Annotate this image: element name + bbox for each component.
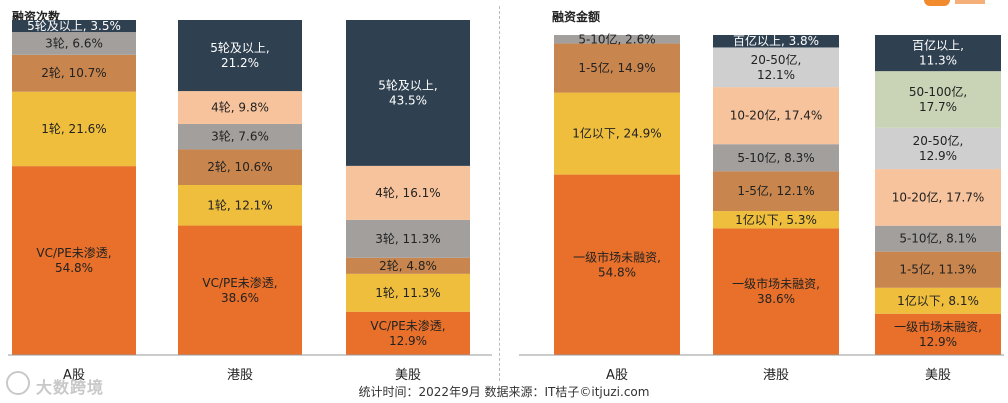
- chart-title-right: 融资金额: [552, 10, 601, 24]
- data-label: 1轮, 21.6%: [41, 122, 106, 136]
- bar-segment: [713, 35, 839, 48]
- data-label: 2轮, 10.6%: [207, 160, 272, 174]
- bar-segment: [875, 287, 1001, 314]
- category-label: A股: [63, 368, 85, 383]
- data-label: 1轮, 12.1%: [207, 198, 272, 212]
- bar-segment: [875, 225, 1001, 252]
- bar-segment: [875, 169, 1001, 226]
- bar-segment: [713, 211, 839, 229]
- data-label: 3轮, 7.6%: [211, 130, 269, 144]
- data-label: 3轮, 6.6%: [45, 36, 103, 50]
- watermark-text: 大数跨境: [36, 378, 105, 397]
- bar-segment: [346, 165, 470, 220]
- data-label: 5轮及以上, 43.5%: [378, 78, 437, 107]
- bar-segment: [12, 54, 136, 92]
- data-label: 10-20亿, 17.4%: [730, 108, 823, 123]
- bar-segment: [554, 174, 680, 355]
- data-label: 一级市场未融资, 38.6%: [732, 276, 820, 306]
- category-label: A股: [606, 368, 628, 383]
- data-label: 1轮, 11.3%: [375, 286, 440, 300]
- source-footer: 统计时间：2022年9月 数据来源：IT桔子©itjuzi.com: [358, 385, 650, 399]
- bar-segment: [875, 313, 1001, 355]
- bar-segment: [178, 91, 302, 124]
- data-label: 百亿以上, 11.3%: [912, 38, 964, 68]
- bar-segment: [346, 219, 470, 258]
- brand-logo-text: [955, 0, 985, 4]
- data-label: 5-10亿, 2.6%: [578, 31, 655, 46]
- data-label: 2轮, 10.7%: [41, 66, 106, 80]
- bar-segment: [12, 91, 136, 167]
- bar-segment: [875, 35, 1001, 72]
- category-label: 美股: [925, 368, 951, 383]
- data-label: 10-20亿, 17.7%: [892, 189, 985, 204]
- data-label: 2轮, 4.8%: [379, 259, 437, 273]
- panel-divider: [499, 6, 500, 381]
- data-label: VC/PE未渗透, 38.6%: [202, 275, 277, 305]
- chart-right: 一级市场未融资, 54.8% 1亿以下, 24.9% 1-5亿, 14.9% 5-10亿…: [519, 31, 1004, 383]
- bar-segment: [875, 71, 1001, 128]
- bar-segment: [875, 251, 1001, 288]
- bar-segment: [178, 123, 302, 150]
- data-label: 5轮及以上, 21.2%: [210, 41, 269, 70]
- bar-segment: [12, 20, 136, 33]
- bar-segment: [554, 92, 680, 175]
- bar-segment: [713, 228, 839, 355]
- category-label: 美股: [395, 368, 421, 383]
- data-label: VC/PE未渗透, 54.8%: [36, 245, 111, 275]
- data-label: 百亿以上, 3.8%: [733, 33, 819, 48]
- bar-segment: [346, 257, 470, 274]
- bar-segment: [178, 20, 302, 92]
- bar-segment: [875, 127, 1001, 170]
- bar-segment: [713, 171, 839, 212]
- bar-segment: [346, 311, 470, 355]
- bar-segment: [554, 35, 680, 44]
- data-label: 一级市场未融资, 12.9%: [894, 319, 982, 349]
- data-label: 20-50亿, 12.1%: [751, 52, 802, 82]
- bar-segment: [346, 20, 470, 166]
- brand-logo-mark: [924, 0, 950, 6]
- data-label: 4轮, 9.8%: [211, 101, 269, 115]
- data-label: 20-50亿, 12.9%: [913, 133, 964, 163]
- bar-segment: [178, 225, 302, 355]
- data-label: 1亿以下, 24.9%: [572, 126, 661, 141]
- category-label: 港股: [763, 368, 789, 383]
- data-label: 50-100亿, 17.7%: [909, 84, 967, 114]
- data-label: 一级市场未融资, 54.8%: [573, 249, 661, 279]
- chart-left: VC/PE未渗透, 54.8% 1轮, 21.6% 2轮, 10.7% 3轮, 6.6%…: [8, 19, 492, 383]
- data-label: 1亿以下, 5.3%: [735, 212, 817, 227]
- bar-segment: [12, 166, 136, 355]
- bar-segment: [178, 149, 302, 185]
- data-label: 5轮及以上, 3.5%: [27, 19, 121, 33]
- bar-segment: [346, 273, 470, 312]
- bar-segment: [554, 43, 680, 93]
- category-label: 港股: [227, 368, 253, 383]
- data-label: 1-5亿, 11.3%: [899, 262, 976, 277]
- data-label: 1-5亿, 14.9%: [578, 60, 655, 75]
- watermark-logo-icon: [6, 371, 30, 395]
- data-label: VC/PE未渗透, 12.9%: [370, 318, 445, 348]
- data-label: 1亿以下, 8.1%: [897, 293, 979, 308]
- bar-segment: [713, 47, 839, 88]
- data-label: 5-10亿, 8.1%: [899, 231, 976, 246]
- bar-segment: [713, 87, 839, 145]
- data-label: 1-5亿, 12.1%: [737, 183, 814, 198]
- data-label: 5-10亿, 8.3%: [737, 150, 814, 165]
- bar-segment: [12, 32, 136, 55]
- data-label: 4轮, 16.1%: [375, 186, 440, 200]
- data-label: 3轮, 11.3%: [375, 232, 440, 246]
- bar-segment: [713, 144, 839, 172]
- bar-segment: [178, 184, 302, 226]
